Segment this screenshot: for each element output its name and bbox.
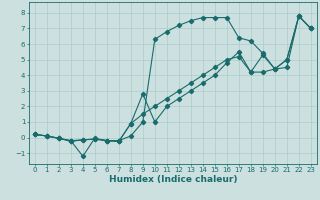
X-axis label: Humidex (Indice chaleur): Humidex (Indice chaleur) [108, 175, 237, 184]
